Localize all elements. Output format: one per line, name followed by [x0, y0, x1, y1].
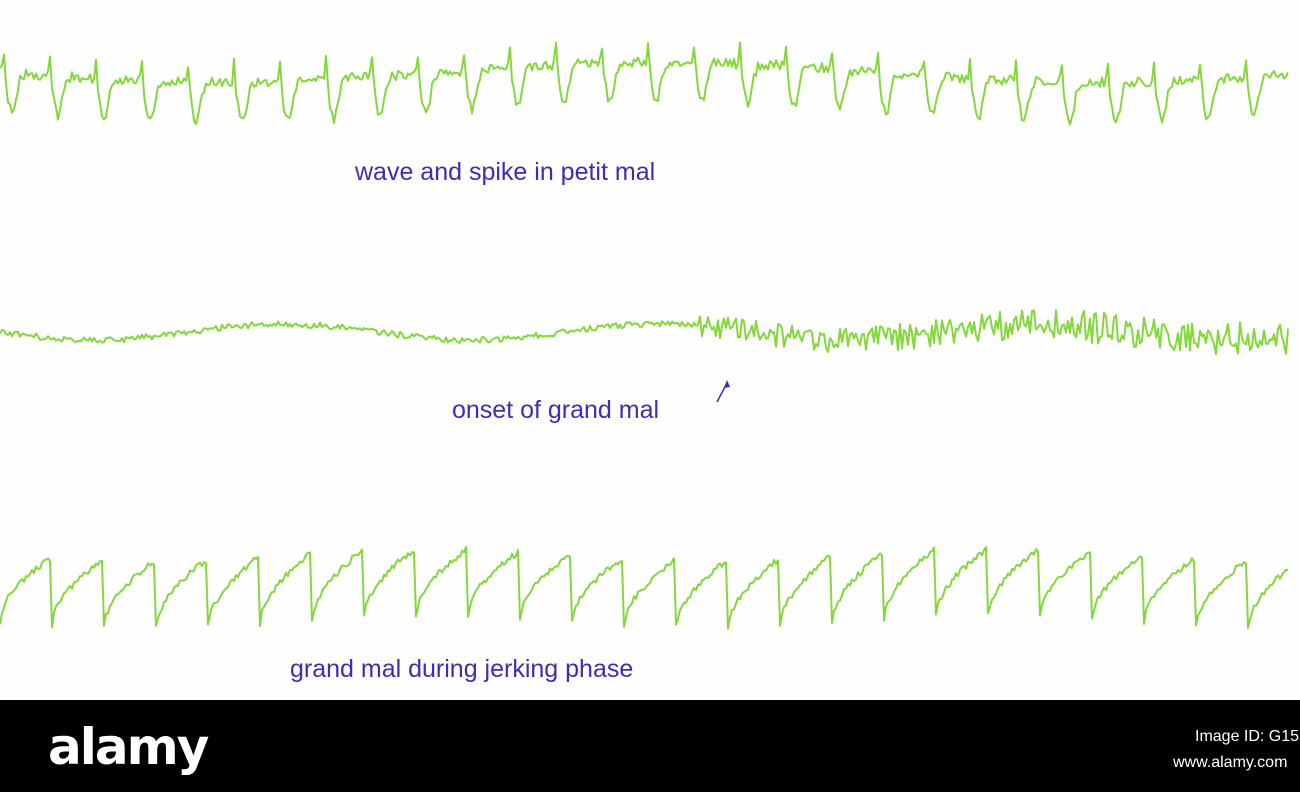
trace-label: wave and spike in petit mal	[354, 158, 655, 186]
eeg-trace	[0, 546, 1289, 630]
eeg-trace	[0, 41, 1289, 126]
image-id: Image ID: G155KM	[1195, 728, 1300, 745]
watermark-url: www.alamy.com	[1172, 754, 1287, 771]
eeg-trace	[0, 309, 1289, 355]
paper	[0, 0, 1300, 700]
trace-label: grand mal during jerking phase	[290, 655, 633, 683]
watermark-logo: alamy	[48, 718, 209, 776]
trace-label: onset of grand mal	[452, 396, 659, 424]
arrow-head	[724, 380, 730, 388]
watermark-bar	[0, 700, 1300, 792]
